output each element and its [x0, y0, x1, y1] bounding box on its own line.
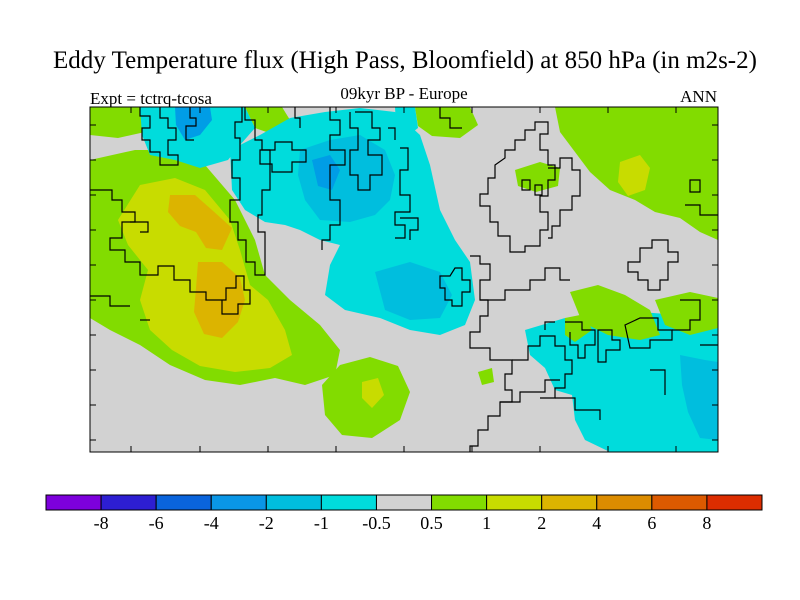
colorbar-swatch	[431, 494, 488, 511]
blue-region-south	[375, 262, 452, 320]
colorbar-label: 1	[482, 513, 492, 533]
colorbar-swatch	[155, 494, 212, 511]
green-patch-baltic	[515, 162, 560, 192]
colorbar-swatch	[265, 494, 322, 511]
cyan-region-nw	[140, 107, 255, 168]
blue-region-iceland	[312, 155, 340, 190]
plot-title: Eddy Temperature flux (High Pass, Bloomf…	[53, 47, 757, 74]
colorbar-label: -1	[313, 513, 329, 533]
colorbar-label: 4	[592, 513, 602, 533]
cyan-patch-scandinavia	[395, 107, 418, 138]
colorbar-label: 8	[702, 513, 712, 533]
green-patch-caspian	[655, 292, 718, 335]
experiment-label: Expt = tctrq-tcosa	[90, 89, 212, 108]
colorbar-swatch	[651, 494, 708, 511]
coastlines	[90, 107, 718, 452]
green-patch-north-center	[415, 107, 478, 138]
colorbar-label: 0.5	[420, 513, 443, 533]
green-patch-nw	[90, 107, 152, 138]
colorbar-label: -6	[148, 513, 164, 533]
green-patch-africa	[478, 368, 494, 385]
blue-region-mediterranean	[680, 355, 718, 440]
yellow-patch-azores	[362, 378, 384, 408]
colorbar-swatch	[320, 494, 377, 511]
colorbar-swatch	[100, 494, 157, 511]
yellow-region-northeast	[618, 155, 650, 196]
colorbar-swatch	[486, 494, 543, 511]
atlantic-strong-region	[168, 195, 232, 250]
colorbar-label: 6	[647, 513, 657, 533]
colorbar-swatch	[541, 494, 598, 511]
colorbar-swatch	[706, 494, 763, 511]
green-region-eastern-europe	[570, 285, 660, 340]
axis-ticks	[90, 107, 718, 452]
season-label: ANN	[680, 87, 717, 106]
colorbar-label: -4	[203, 513, 219, 533]
plot-subtitle: 09kyr BP - Europe	[340, 84, 468, 103]
colorbar-label: -8	[93, 513, 109, 533]
blue-region-nw	[175, 107, 212, 140]
colorbar-swatch	[45, 494, 102, 511]
colorbar-swatch	[210, 494, 267, 511]
colorbar-swatch	[596, 494, 653, 511]
colorbar-label: -2	[258, 513, 274, 533]
colorbar-swatch	[375, 494, 433, 511]
cyan-region-mediterranean	[525, 312, 718, 452]
colorbar-label: 2	[537, 513, 547, 533]
colorbar-label: -0.5	[362, 513, 391, 533]
green-patch-italy	[565, 314, 592, 342]
blue-region-central	[298, 135, 395, 222]
